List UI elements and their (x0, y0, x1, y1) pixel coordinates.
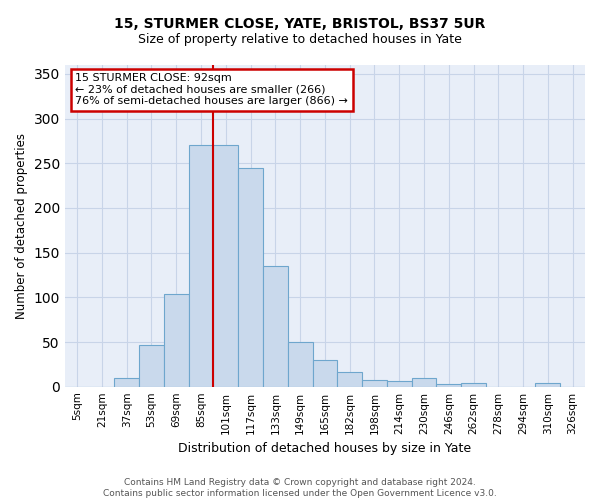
Bar (436, 384, 461, 386)
Bar (412, 378, 436, 386)
Bar (535, 383, 560, 386)
Bar (288, 342, 313, 386)
Bar (164, 294, 188, 386)
Bar (387, 382, 412, 386)
Text: Size of property relative to detached houses in Yate: Size of property relative to detached ho… (138, 32, 462, 46)
Bar (362, 380, 387, 386)
Bar (263, 266, 288, 386)
Text: 15 STURMER CLOSE: 92sqm
← 23% of detached houses are smaller (266)
76% of semi-d: 15 STURMER CLOSE: 92sqm ← 23% of detache… (75, 73, 348, 106)
Bar (214, 146, 238, 386)
Bar (461, 383, 486, 386)
X-axis label: Distribution of detached houses by size in Yate: Distribution of detached houses by size … (178, 442, 472, 455)
Bar (337, 372, 362, 386)
Bar (115, 378, 139, 386)
Bar (188, 146, 214, 386)
Bar (238, 168, 263, 386)
Text: Contains HM Land Registry data © Crown copyright and database right 2024.
Contai: Contains HM Land Registry data © Crown c… (103, 478, 497, 498)
Bar (313, 360, 337, 386)
Y-axis label: Number of detached properties: Number of detached properties (15, 133, 28, 319)
Bar (139, 344, 164, 387)
Text: 15, STURMER CLOSE, YATE, BRISTOL, BS37 5UR: 15, STURMER CLOSE, YATE, BRISTOL, BS37 5… (115, 18, 485, 32)
